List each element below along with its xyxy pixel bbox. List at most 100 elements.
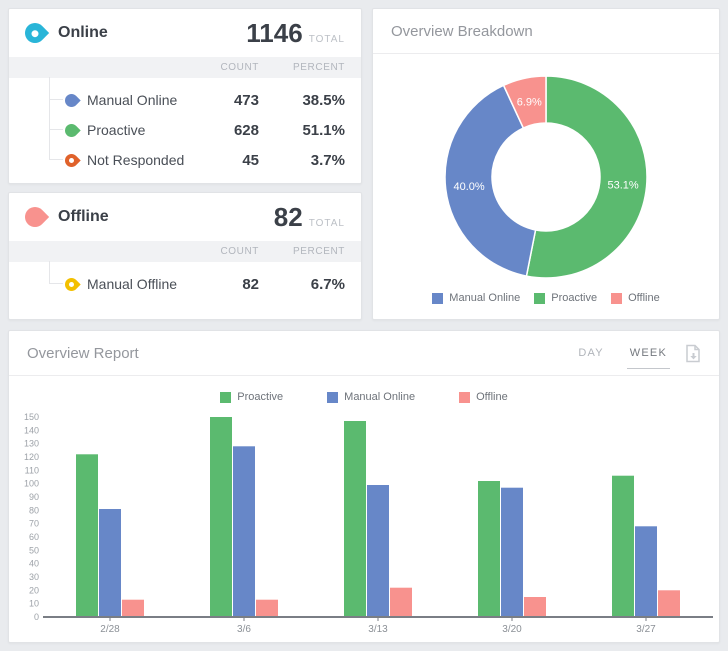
percent-column-header: PERCENT <box>293 246 345 257</box>
offline-total: 82 TOTAL <box>274 202 345 233</box>
bar-offline-3-13 <box>390 587 412 617</box>
legend-item-proactive: Proactive <box>534 292 597 304</box>
percent-column-header: PERCENT <box>293 62 345 73</box>
stats-column: Online 1146 TOTAL COUNT PERCENT Manual O… <box>8 8 362 320</box>
x-axis-tick-label: 3/13 <box>368 624 388 635</box>
proactive-icon <box>62 120 81 140</box>
x-axis-tick-label: 3/6 <box>237 624 251 635</box>
row-label: Not Responded <box>87 152 185 168</box>
online-total-value: 1146 <box>246 17 303 48</box>
legend-swatch-icon <box>327 391 339 403</box>
legend-label: Offline <box>476 391 508 403</box>
online-total: 1146 TOTAL <box>246 18 345 49</box>
legend-swatch-icon <box>534 292 546 304</box>
row-label: Proactive <box>87 122 146 138</box>
online-table-header: COUNT PERCENT <box>9 57 361 78</box>
breakdown-header: Overview Breakdown <box>373 9 719 54</box>
legend-label: Manual Online <box>449 292 521 304</box>
donut-legend: Manual Online Proactive Offline <box>432 292 660 304</box>
y-axis-tick-label: 150 <box>24 412 39 422</box>
row-count: 82 <box>242 275 259 293</box>
y-axis-tick-label: 50 <box>29 545 39 555</box>
count-column-header: COUNT <box>220 62 259 73</box>
not-responded-icon <box>62 150 81 170</box>
table-row-manual-online: Manual Online 473 38.5% <box>9 77 345 115</box>
legend-item-offline: Offline <box>459 391 508 403</box>
offline-table-rows: Manual Offline 82 6.7% <box>9 261 361 306</box>
row-percent: 3.7% <box>310 151 345 169</box>
donut-chart-area: 53.1% 40.0% 6.9% Manual Online Proactive Off… <box>373 54 719 319</box>
y-axis-tick-label: 120 <box>24 452 39 462</box>
report-title: Overview Report <box>27 344 139 362</box>
bar-manual-online-3-20 <box>501 487 523 617</box>
legend-item-offline: Offline <box>611 292 660 304</box>
bar-proactive-2-28 <box>76 454 98 617</box>
legend-swatch-icon <box>459 391 471 403</box>
bar-legend: Proactive Manual Online Offline <box>9 391 719 403</box>
legend-label: Manual Online <box>344 391 416 403</box>
online-card-header: Online 1146 TOTAL <box>9 9 361 57</box>
y-axis-tick-label: 70 <box>29 519 39 529</box>
donut-slice-offline <box>502 75 547 129</box>
breakdown-title: Overview Breakdown <box>391 22 533 40</box>
breakdown-donut-chart: 53.1% 40.0% 6.9% <box>444 75 648 279</box>
legend-item-proactive: Proactive <box>220 391 283 403</box>
legend-swatch-icon <box>611 292 623 304</box>
bar-offline-2-28 <box>122 599 144 617</box>
report-toggles: DAY WEEK <box>552 344 701 369</box>
y-axis-tick-label: 90 <box>29 492 39 502</box>
x-axis-tick-label: 3/27 <box>636 624 656 635</box>
count-column-header: COUNT <box>220 246 259 257</box>
donut-slice-label: 40.0% <box>453 181 484 193</box>
row-percent: 38.5% <box>302 91 345 109</box>
y-axis-tick-label: 10 <box>29 599 39 609</box>
legend-item-manual-online: Manual Online <box>432 292 520 304</box>
bar-manual-online-3-27 <box>635 526 657 617</box>
row-count: 45 <box>242 151 259 169</box>
row-percent: 6.7% <box>310 275 345 293</box>
toggle-day[interactable]: DAY <box>578 347 604 359</box>
y-axis-tick-label: 80 <box>29 505 39 515</box>
row-count: 628 <box>233 121 259 139</box>
online-icon <box>20 18 50 48</box>
donut-slice-manual-online <box>444 84 537 277</box>
donut-slice-label: 53.1% <box>607 180 638 192</box>
bar-proactive-3-27 <box>612 475 634 617</box>
table-row-not-responded: Not Responded 45 3.7% <box>9 145 345 175</box>
y-axis-tick-label: 60 <box>29 532 39 542</box>
online-card: Online 1146 TOTAL COUNT PERCENT Manual O… <box>8 8 362 184</box>
y-axis-tick-label: 30 <box>29 572 39 582</box>
export-report-icon[interactable] <box>685 344 701 363</box>
offline-table-header: COUNT PERCENT <box>9 241 361 262</box>
online-table-rows: Manual Online 473 38.5% Proactive 628 51… <box>9 77 361 182</box>
offline-card-title: Offline <box>58 208 109 225</box>
x-axis-tick-label: 2/28 <box>100 624 120 635</box>
y-axis-tick-label: 110 <box>25 465 39 475</box>
y-axis-tick-label: 140 <box>24 425 39 435</box>
manual-online-icon <box>62 90 81 110</box>
bar-manual-online-3-13 <box>367 485 389 617</box>
report-header: Overview Report DAY WEEK <box>9 331 719 376</box>
legend-swatch-icon <box>220 391 232 403</box>
legend-item-manual-online: Manual Online <box>327 391 415 403</box>
table-row-manual-offline: Manual Offline 82 6.7% <box>9 261 345 299</box>
toggle-week[interactable]: WEEK <box>626 347 671 369</box>
legend-swatch-icon <box>432 292 444 304</box>
bar-manual-online-3-6 <box>233 446 255 617</box>
y-axis-tick-label: 130 <box>24 439 39 449</box>
bar-chart-area: Proactive Manual Online Offline 0 10 20 30 40 5… <box>9 376 719 642</box>
x-axis-tick-label: 3/20 <box>502 624 522 635</box>
offline-card: Offline 82 TOTAL COUNT PERCENT Manual Of… <box>8 192 362 320</box>
overview-report-card: Overview Report DAY WEEK Proactive Manual… <box>8 330 720 643</box>
y-axis-tick-label: 40 <box>29 559 39 569</box>
bar-proactive-3-6 <box>210 417 232 617</box>
manual-offline-icon <box>62 274 81 294</box>
offline-total-value: 82 <box>273 201 303 232</box>
offline-icon <box>20 202 50 232</box>
row-label: Manual Online <box>87 92 178 108</box>
y-axis-tick-label: 20 <box>29 585 39 595</box>
legend-label: Offline <box>628 292 660 304</box>
overview-breakdown-card: Overview Breakdown 53.1% 40.0% 6.9% Manual… <box>372 8 720 320</box>
table-row-proactive: Proactive 628 51.1% <box>9 115 345 145</box>
y-axis-tick-label: 0 <box>34 612 39 622</box>
